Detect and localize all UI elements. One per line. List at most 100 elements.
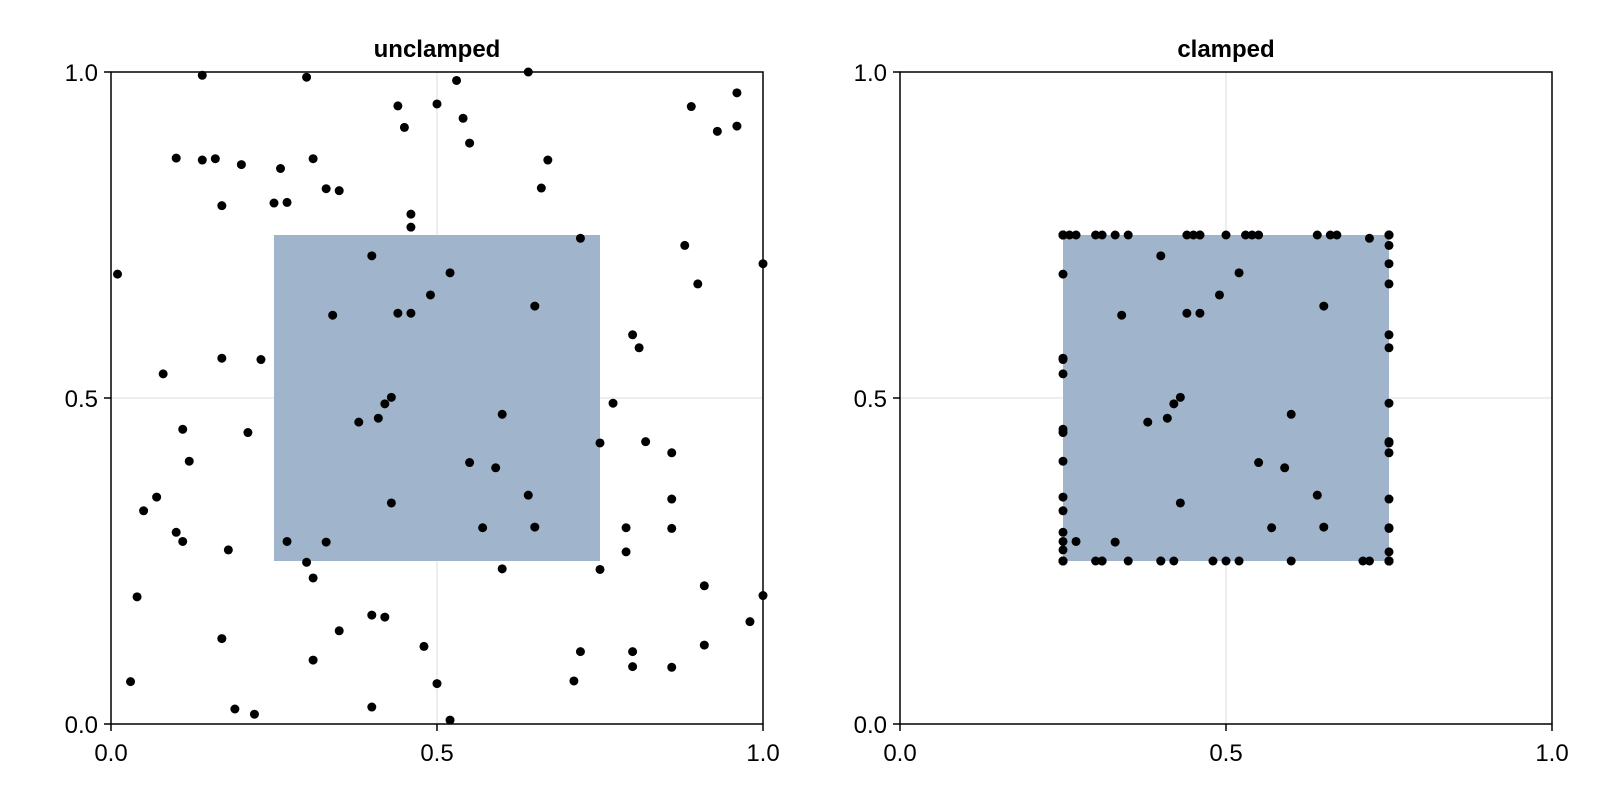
data-point bbox=[197, 70, 207, 80]
data-point bbox=[667, 448, 677, 458]
y-tick-label: 0.5 bbox=[854, 386, 887, 413]
data-point bbox=[732, 88, 742, 98]
data-point bbox=[745, 617, 755, 627]
data-point bbox=[1058, 545, 1068, 555]
data-point bbox=[1325, 230, 1335, 240]
data-point bbox=[1312, 490, 1322, 500]
data-point bbox=[1247, 230, 1257, 240]
data-point bbox=[1312, 230, 1322, 240]
data-point bbox=[1221, 230, 1231, 240]
data-point bbox=[178, 536, 188, 546]
data-point bbox=[406, 222, 416, 232]
data-point bbox=[321, 537, 331, 547]
data-point bbox=[308, 655, 318, 665]
data-point bbox=[1058, 428, 1068, 438]
data-point bbox=[425, 290, 435, 300]
data-point bbox=[595, 438, 605, 448]
data-point bbox=[367, 702, 377, 712]
data-point bbox=[217, 634, 227, 644]
data-point bbox=[686, 102, 696, 112]
data-point bbox=[236, 160, 246, 170]
x-tick-label: 0.5 bbox=[420, 740, 453, 767]
data-point bbox=[1384, 547, 1394, 557]
data-point bbox=[1384, 523, 1394, 533]
data-point bbox=[732, 121, 742, 131]
data-point bbox=[465, 458, 475, 468]
data-point bbox=[328, 310, 338, 320]
data-point bbox=[523, 490, 533, 500]
data-point bbox=[256, 355, 266, 365]
data-point bbox=[575, 647, 585, 657]
data-point bbox=[1364, 233, 1374, 243]
y-tick-label: 0.0 bbox=[854, 712, 887, 739]
data-point bbox=[621, 523, 631, 533]
data-point bbox=[373, 413, 383, 423]
data-point bbox=[432, 679, 442, 689]
data-point bbox=[543, 155, 553, 165]
data-point bbox=[432, 99, 442, 109]
data-point bbox=[399, 122, 409, 132]
data-point bbox=[621, 547, 631, 557]
data-point bbox=[386, 392, 396, 402]
data-point bbox=[1058, 506, 1068, 516]
data-point bbox=[465, 138, 475, 148]
data-point bbox=[608, 398, 618, 408]
data-point bbox=[321, 184, 331, 194]
data-point bbox=[1384, 448, 1394, 458]
data-point bbox=[1182, 308, 1192, 318]
data-point bbox=[282, 536, 292, 546]
data-point bbox=[1156, 251, 1166, 261]
data-point bbox=[1162, 413, 1172, 423]
data-point bbox=[497, 409, 507, 419]
data-point bbox=[223, 545, 233, 555]
data-point bbox=[667, 494, 677, 504]
x-tick-label: 0.0 bbox=[883, 740, 916, 767]
data-point bbox=[712, 126, 722, 136]
data-point bbox=[171, 527, 181, 537]
data-point bbox=[628, 330, 638, 340]
data-point bbox=[1058, 527, 1068, 537]
data-point bbox=[1384, 279, 1394, 289]
data-point bbox=[1384, 259, 1394, 269]
data-point bbox=[1058, 536, 1068, 546]
data-point bbox=[1267, 523, 1277, 533]
data-point bbox=[478, 523, 488, 533]
data-point bbox=[406, 209, 416, 219]
data-point bbox=[230, 704, 240, 714]
data-point bbox=[530, 301, 540, 311]
data-point bbox=[1058, 269, 1068, 279]
y-tick-label: 1.0 bbox=[854, 60, 887, 87]
data-point bbox=[1182, 230, 1192, 240]
data-point bbox=[1065, 230, 1075, 240]
data-point bbox=[1110, 537, 1120, 547]
data-point bbox=[1123, 230, 1133, 240]
highlight-rect bbox=[274, 235, 600, 561]
y-tick-label: 0.0 bbox=[65, 712, 98, 739]
data-point bbox=[491, 463, 501, 473]
data-point bbox=[249, 709, 259, 719]
data-point bbox=[1097, 556, 1107, 566]
data-point bbox=[1384, 240, 1394, 250]
data-point bbox=[1319, 522, 1329, 532]
data-point bbox=[1214, 290, 1224, 300]
data-point bbox=[497, 564, 507, 574]
x-tick-label: 0.0 bbox=[94, 740, 127, 767]
unclamped-panel: unclamped 0.0 0.5 1.0 0.0 0.5 1.0 bbox=[65, 36, 780, 767]
data-point bbox=[210, 154, 220, 164]
data-point bbox=[1169, 556, 1179, 566]
data-point bbox=[1384, 330, 1394, 340]
y-tick-label: 1.0 bbox=[65, 60, 98, 87]
y-tick-label: 0.5 bbox=[65, 386, 98, 413]
data-point bbox=[1384, 556, 1394, 566]
data-point bbox=[1234, 556, 1244, 566]
data-point bbox=[1058, 369, 1068, 379]
data-point bbox=[1091, 556, 1101, 566]
data-point bbox=[634, 343, 644, 353]
data-point bbox=[126, 677, 136, 687]
data-point bbox=[1058, 456, 1068, 466]
data-point bbox=[1169, 399, 1179, 409]
data-point bbox=[178, 424, 188, 434]
data-point bbox=[152, 492, 162, 502]
data-point bbox=[1071, 536, 1081, 546]
